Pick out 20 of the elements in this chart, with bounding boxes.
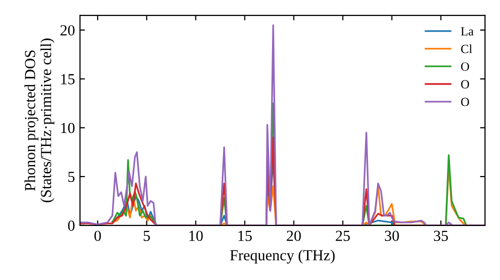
y-tick-label: 10 [61,122,75,134]
y-axis-title: Phonon projected DOS (States/THz·primitive cell) [24,38,54,202]
legend-label: O [461,80,470,89]
x-tick-label: 0 [94,230,101,242]
x-tick-label: 25 [336,230,350,242]
y-tick-label: 15 [61,74,75,84]
y-tick-label: 0 [68,220,75,231]
x-axis-title: Frequency (THz) [230,250,335,264]
legend-label: O [461,98,470,106]
x-tick-label: 15 [238,230,252,242]
y-tick-label: 5 [68,172,75,182]
legend-label: O [461,62,470,71]
x-tick-label: 10 [189,230,203,242]
x-tick-label: 35 [434,230,448,242]
legend-label: La [460,27,474,36]
x-tick-label: 30 [384,230,399,242]
x-tick-label: 5 [144,230,150,242]
legend-label: Cl [461,44,472,54]
y-tick-label: 20 [60,25,75,36]
x-tick-label: 20 [286,230,301,242]
